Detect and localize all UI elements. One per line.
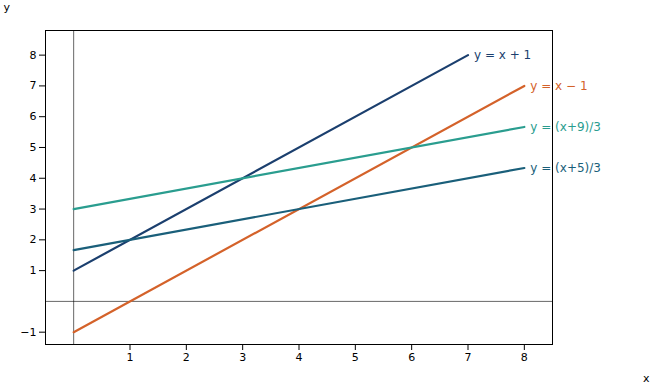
svg-text:y = (x+9)/3: y = (x+9)/3: [530, 120, 601, 134]
svg-text:y: y: [4, 1, 11, 14]
svg-text:3: 3: [239, 351, 246, 364]
svg-text:8: 8: [521, 351, 528, 364]
svg-text:3: 3: [30, 203, 37, 216]
svg-text:6: 6: [30, 110, 37, 123]
svg-text:1: 1: [30, 264, 37, 277]
svg-text:y = (x+5)/3: y = (x+5)/3: [530, 161, 601, 175]
svg-text:x: x: [643, 372, 650, 384]
svg-text:−1: −1: [20, 326, 36, 339]
svg-text:6: 6: [408, 351, 415, 364]
svg-text:5: 5: [30, 141, 37, 154]
svg-text:y = x − 1: y = x − 1: [530, 79, 587, 93]
svg-text:7: 7: [465, 351, 472, 364]
svg-text:7: 7: [30, 79, 37, 92]
svg-text:y = x + 1: y = x + 1: [474, 48, 531, 62]
svg-text:5: 5: [352, 351, 359, 364]
svg-text:4: 4: [30, 172, 37, 185]
svg-text:8: 8: [30, 49, 37, 62]
svg-text:4: 4: [296, 351, 303, 364]
svg-text:1: 1: [127, 351, 134, 364]
svg-text:2: 2: [30, 233, 37, 246]
svg-text:2: 2: [183, 351, 190, 364]
